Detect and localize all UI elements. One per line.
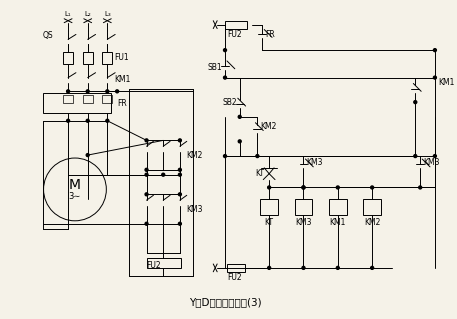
Text: FU2: FU2 — [227, 273, 242, 282]
Circle shape — [67, 119, 69, 122]
Text: KM2: KM2 — [260, 122, 276, 131]
Bar — [83, 95, 93, 103]
Text: KM3: KM3 — [307, 159, 323, 167]
Bar — [147, 258, 181, 268]
Circle shape — [336, 186, 339, 189]
Circle shape — [178, 168, 181, 171]
Bar — [329, 199, 346, 215]
Text: FR: FR — [265, 30, 275, 39]
Text: FU2: FU2 — [227, 30, 242, 39]
Circle shape — [116, 90, 119, 93]
Text: KT: KT — [265, 218, 274, 227]
Circle shape — [106, 90, 109, 93]
Circle shape — [86, 154, 89, 157]
Text: L₂: L₂ — [85, 11, 91, 17]
Text: FU2: FU2 — [147, 261, 161, 271]
Text: KM3: KM3 — [295, 218, 312, 227]
Circle shape — [67, 90, 69, 93]
Circle shape — [336, 266, 339, 269]
Text: KM1: KM1 — [329, 218, 346, 227]
Circle shape — [414, 101, 417, 104]
Text: KM1: KM1 — [114, 75, 131, 84]
Bar — [260, 199, 278, 215]
Bar — [363, 199, 381, 215]
Bar — [63, 52, 73, 64]
Circle shape — [302, 266, 305, 269]
Text: L₁: L₁ — [65, 11, 71, 17]
Text: KM2: KM2 — [186, 151, 202, 160]
Circle shape — [433, 155, 436, 158]
Circle shape — [145, 139, 148, 142]
Circle shape — [302, 186, 305, 189]
Text: SB1: SB1 — [207, 63, 222, 72]
Bar — [63, 95, 73, 103]
Text: KM3: KM3 — [423, 159, 440, 167]
Bar — [102, 95, 112, 103]
Circle shape — [86, 119, 89, 122]
Circle shape — [178, 222, 181, 225]
Text: FR: FR — [117, 99, 127, 108]
Circle shape — [145, 222, 148, 225]
Text: L₃: L₃ — [104, 11, 111, 17]
Bar — [102, 52, 112, 64]
Circle shape — [256, 155, 259, 158]
Circle shape — [371, 186, 374, 189]
Bar — [295, 199, 312, 215]
Circle shape — [162, 173, 165, 176]
Circle shape — [238, 115, 241, 118]
Circle shape — [302, 186, 305, 189]
Circle shape — [86, 90, 89, 93]
Text: 3∼: 3∼ — [69, 192, 81, 201]
Circle shape — [414, 155, 417, 158]
Bar — [43, 93, 111, 113]
Circle shape — [106, 119, 109, 122]
Text: KM3: KM3 — [186, 204, 202, 213]
Circle shape — [433, 49, 436, 52]
Circle shape — [268, 266, 271, 269]
Circle shape — [223, 155, 227, 158]
Text: Y－D起动控制电路(3): Y－D起动控制电路(3) — [189, 297, 261, 307]
Circle shape — [371, 266, 374, 269]
Text: QS: QS — [43, 31, 53, 40]
Circle shape — [419, 186, 422, 189]
Circle shape — [178, 139, 181, 142]
Text: KM1: KM1 — [438, 78, 454, 87]
Bar — [227, 264, 244, 272]
Circle shape — [145, 193, 148, 196]
Text: SB2: SB2 — [222, 98, 237, 107]
Text: KT: KT — [255, 169, 265, 178]
Circle shape — [268, 186, 271, 189]
Text: FU1: FU1 — [114, 54, 129, 63]
Circle shape — [223, 76, 227, 79]
Circle shape — [145, 173, 148, 176]
Circle shape — [238, 140, 241, 143]
Circle shape — [223, 49, 227, 52]
Text: M: M — [69, 179, 81, 192]
Circle shape — [433, 76, 436, 79]
Bar — [225, 21, 247, 29]
Circle shape — [178, 193, 181, 196]
Circle shape — [145, 168, 148, 171]
Text: KM2: KM2 — [364, 218, 380, 227]
Circle shape — [178, 173, 181, 176]
Bar — [83, 52, 93, 64]
